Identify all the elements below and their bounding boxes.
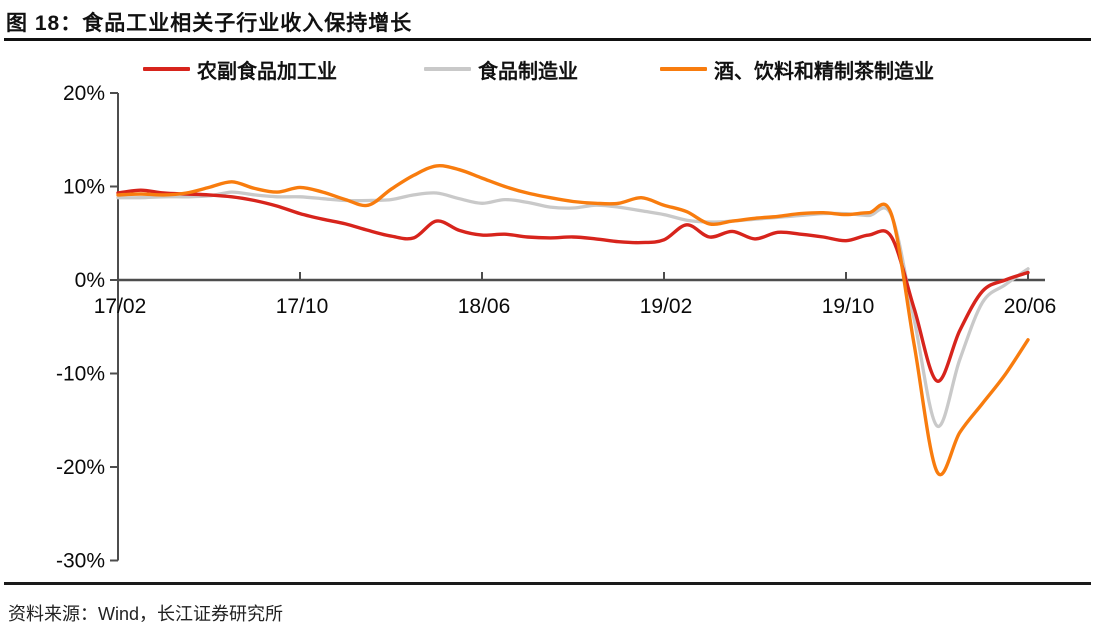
footer-rule — [4, 582, 1091, 585]
legend-swatch-food-manufacturing — [424, 67, 471, 71]
x-tick-label: 18/06 — [458, 295, 511, 318]
legend-label-liquor-beverage-tea: 酒、饮料和精制茶制造业 — [714, 60, 934, 83]
revenue-growth-line-chart: 20% 10% 0% -10% -20% -30% 17/02 17/10 18/06 19/02… — [56, 85, 1057, 573]
figure-title: 图 18：食品工业相关子行业收入保持增长 — [6, 12, 413, 35]
x-tick-label: 19/10 — [822, 295, 875, 318]
y-tick-label: 10% — [63, 176, 105, 199]
legend-swatch-agri-food-processing — [143, 67, 190, 71]
y-tick-label: 0% — [75, 269, 105, 292]
y-tick-label: -10% — [56, 363, 105, 386]
legend-item-liquor-beverage-tea: 酒、饮料和精制茶制造业 — [660, 55, 934, 83]
title-underline — [4, 38, 1091, 41]
x-tick-label: 19/02 — [640, 295, 693, 318]
series-line-food-manufacturing — [116, 190, 1030, 428]
y-tick-label: -30% — [56, 550, 105, 573]
y-tick-label: -20% — [56, 456, 105, 479]
chart-legend: 农副食品加工业 食品制造业 酒、饮料和精制茶制造业 — [0, 55, 1095, 83]
data-source: 资料来源：Wind，长江证券研究所 — [8, 604, 284, 624]
series-line-liquor-beverage-tea — [116, 164, 1030, 477]
legend-item-food-manufacturing: 食品制造业 — [424, 55, 578, 83]
x-tick-label: 17/10 — [276, 295, 329, 318]
legend-swatch-liquor-beverage-tea — [660, 67, 707, 71]
x-tick-label: 17/02 — [94, 295, 147, 318]
legend-label-food-manufacturing: 食品制造业 — [478, 60, 578, 83]
series-line-agri-food-processing — [116, 188, 1030, 383]
x-tick-label: 20/06 — [1004, 295, 1057, 318]
legend-label-agri-food-processing: 农副食品加工业 — [197, 60, 337, 83]
y-tick-label: 20% — [63, 85, 105, 105]
legend-item-agri-food-processing: 农副食品加工业 — [143, 55, 337, 83]
